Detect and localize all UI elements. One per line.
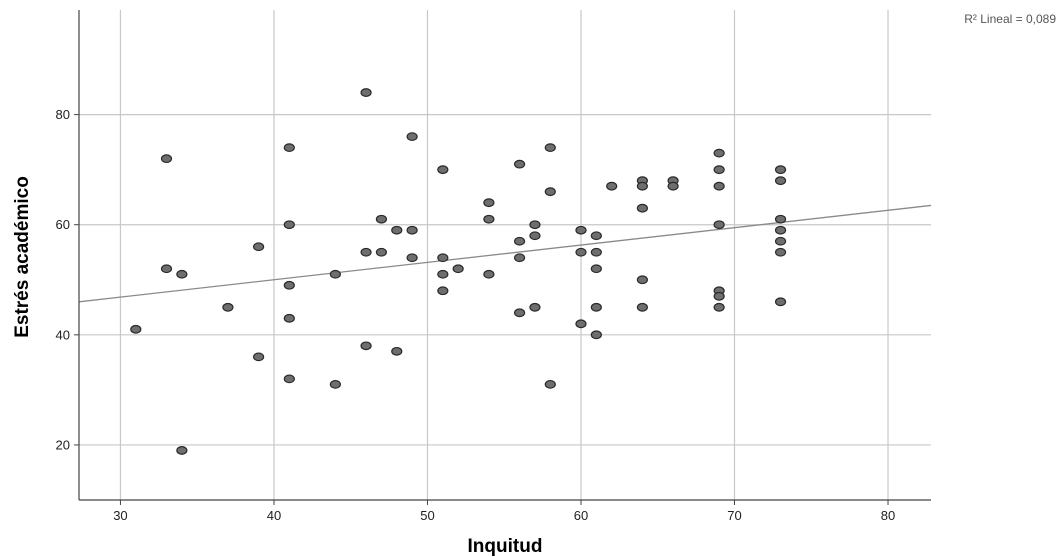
data-point-49 — [590, 302, 602, 312]
data-point-65 — [713, 302, 725, 312]
data-point-15 — [360, 88, 372, 97]
data-point-8 — [283, 143, 295, 153]
data-point-59 — [713, 148, 725, 158]
x-tick-label-40: 40 — [267, 508, 281, 523]
data-point-38 — [529, 231, 541, 241]
data-point-50 — [590, 330, 602, 340]
fit-line — [78, 204, 932, 303]
data-point-40 — [544, 143, 556, 153]
data-point-58 — [667, 181, 679, 191]
data-point-72 — [774, 297, 787, 307]
data-point-25 — [437, 165, 449, 175]
data-point-67 — [774, 176, 787, 186]
data-point-35 — [513, 253, 526, 263]
data-point-12 — [283, 374, 295, 384]
data-point-46 — [590, 231, 602, 241]
data-point-34 — [513, 236, 526, 246]
data-point-36 — [513, 308, 526, 318]
data-point-14 — [329, 379, 341, 389]
data-point-64 — [713, 291, 725, 301]
data-point-3 — [176, 269, 188, 279]
data-point-70 — [774, 236, 787, 246]
data-point-61 — [713, 181, 725, 191]
data-point-2 — [160, 264, 173, 274]
y-tick-label-60: 60 — [56, 217, 70, 232]
data-point-66 — [774, 165, 787, 175]
x-tick-label-60: 60 — [574, 508, 588, 523]
y-tick-label-20: 20 — [56, 437, 70, 452]
data-point-22 — [406, 132, 418, 142]
x-tick-label-70: 70 — [727, 508, 741, 523]
data-point-20 — [391, 225, 403, 235]
data-point-27 — [437, 269, 449, 279]
data-point-42 — [544, 379, 556, 389]
data-point-11 — [283, 313, 295, 323]
data-point-68 — [774, 214, 787, 224]
data-point-5 — [222, 302, 234, 312]
data-point-60 — [713, 165, 725, 175]
data-point-19 — [375, 247, 388, 257]
y-axis-title: Estrés académico — [12, 176, 33, 338]
data-point-18 — [375, 214, 388, 224]
data-point-53 — [636, 181, 648, 191]
y-tick-label-40: 40 — [56, 327, 70, 342]
data-point-13 — [329, 269, 341, 279]
r2-label: R² Lineal = 0,089 — [964, 12, 1056, 26]
data-point-51 — [606, 181, 618, 191]
axes — [74, 10, 931, 505]
data-point-44 — [575, 247, 587, 257]
data-point-54 — [636, 203, 648, 213]
y-tick-label-80: 80 — [56, 107, 70, 122]
data-point-1 — [160, 154, 173, 164]
data-point-9 — [283, 220, 295, 230]
tick-labels: 30 40 50 60 70 80 20 40 60 80 — [56, 107, 896, 523]
data-point-41 — [544, 187, 556, 197]
data-point-17 — [360, 341, 372, 351]
data-point-56 — [636, 302, 648, 312]
data-points — [130, 88, 787, 455]
data-point-4 — [176, 446, 188, 455]
data-point-23 — [406, 225, 418, 235]
data-point-24 — [406, 253, 418, 263]
x-axis-title: Inquitud — [468, 536, 543, 557]
data-point-71 — [774, 247, 787, 257]
x-tick-label-50: 50 — [420, 508, 434, 523]
data-point-10 — [283, 280, 295, 290]
data-point-29 — [452, 264, 464, 274]
grid-lines — [79, 10, 931, 500]
x-tick-label-80: 80 — [881, 508, 895, 523]
x-tick-label-30: 30 — [113, 508, 127, 523]
fit-line-group — [78, 204, 932, 303]
data-point-30 — [483, 198, 495, 208]
data-point-47 — [590, 247, 602, 257]
data-point-26 — [437, 253, 449, 263]
data-point-69 — [774, 225, 787, 235]
data-point-37 — [529, 220, 541, 230]
data-point-45 — [575, 319, 587, 329]
data-point-31 — [483, 214, 495, 224]
data-point-32 — [483, 269, 495, 279]
data-point-62 — [713, 220, 725, 230]
data-point-43 — [575, 225, 587, 235]
data-point-21 — [391, 346, 403, 356]
data-point-33 — [513, 159, 526, 169]
data-point-55 — [636, 275, 648, 285]
data-point-7 — [253, 352, 265, 362]
data-point-48 — [590, 264, 602, 274]
data-point-39 — [529, 302, 541, 312]
data-point-6 — [253, 242, 265, 252]
data-point-28 — [437, 286, 449, 296]
data-point-16 — [360, 247, 372, 257]
data-point-0 — [130, 324, 142, 334]
